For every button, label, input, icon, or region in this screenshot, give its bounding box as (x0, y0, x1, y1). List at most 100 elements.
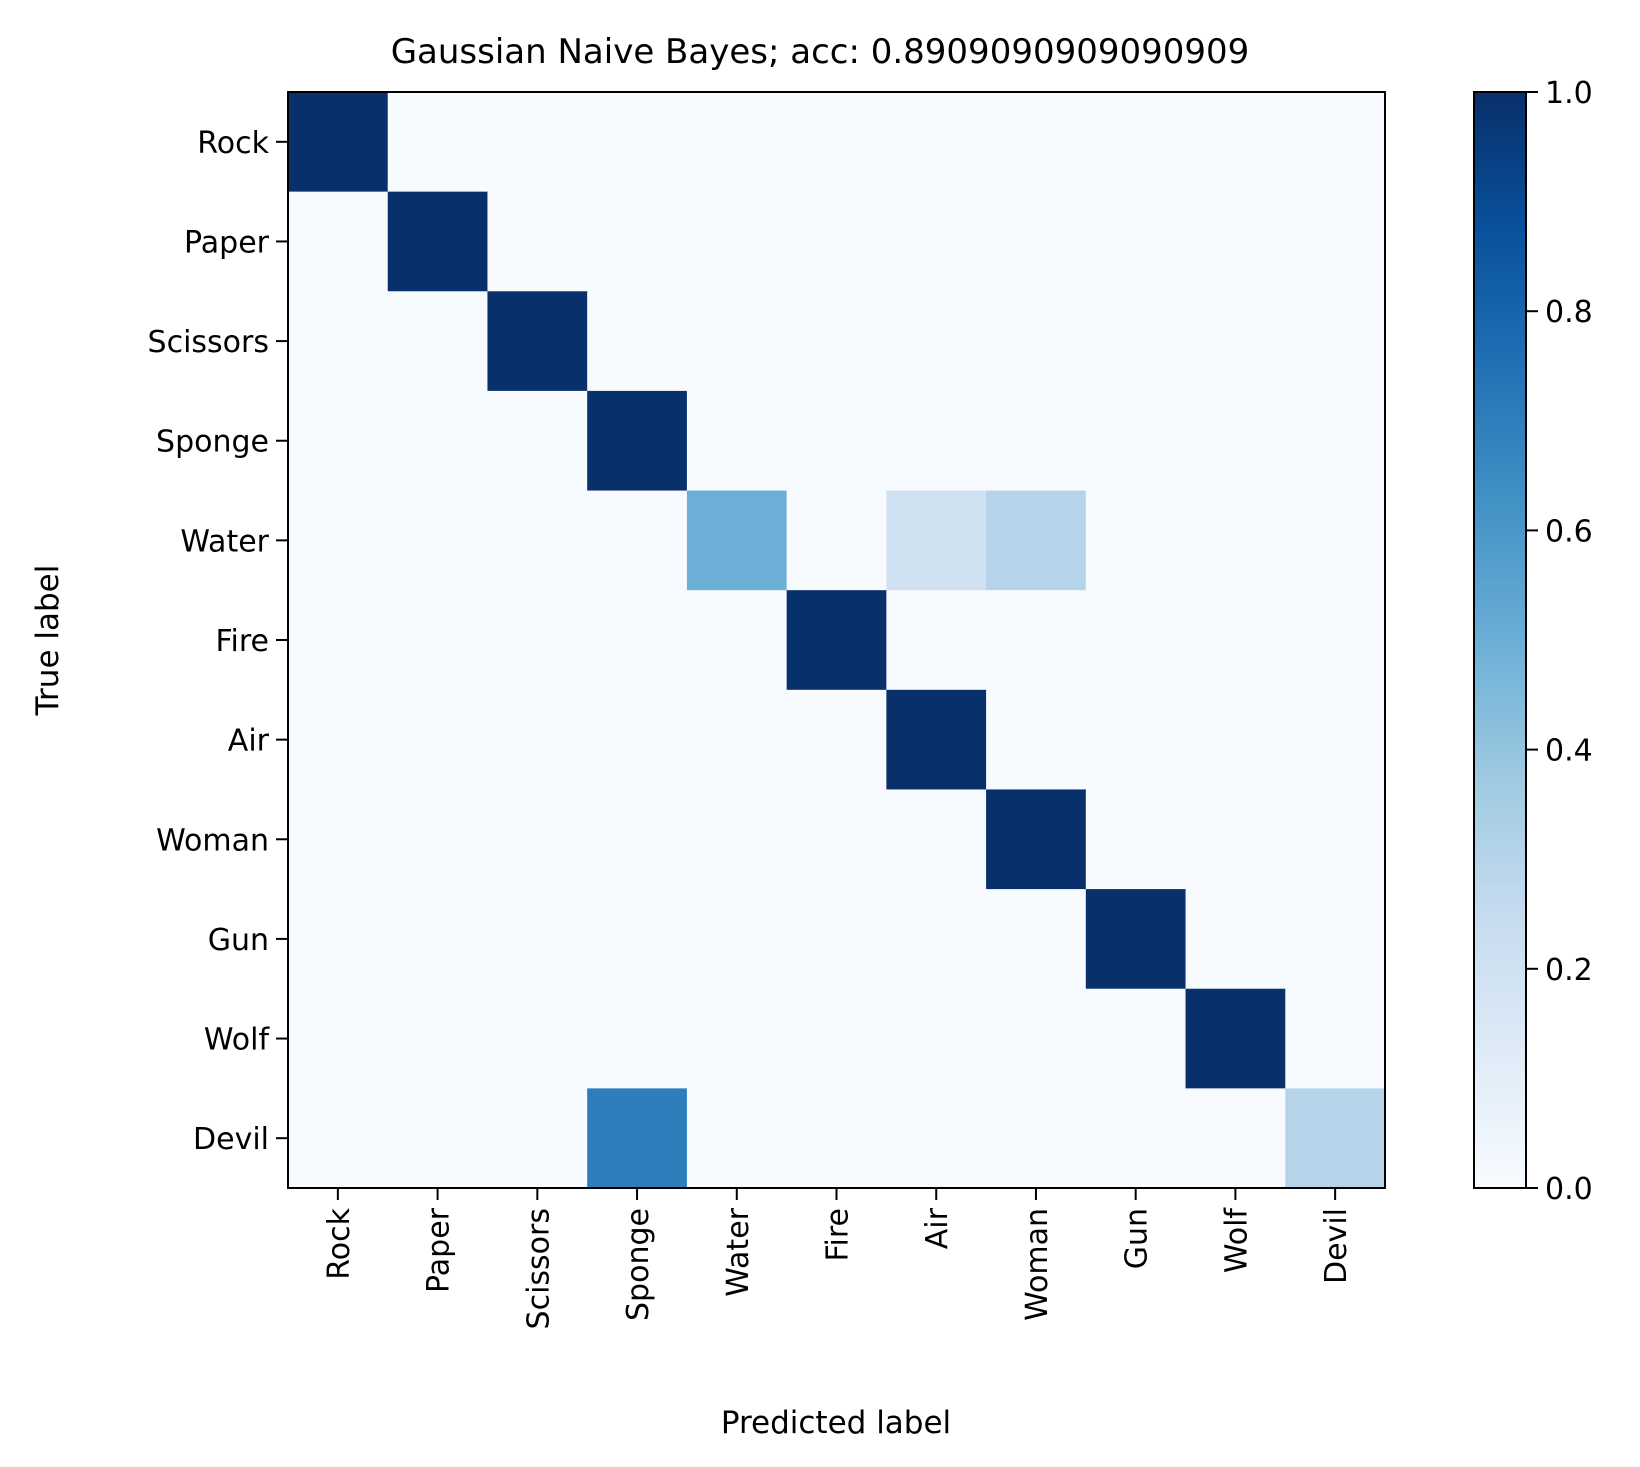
x-tick-label: Scissors (521, 1208, 556, 1329)
heatmap-cell (786, 789, 887, 890)
heatmap-cell (1085, 92, 1187, 193)
colorbar-tick-label: 0.0 (1545, 1172, 1593, 1207)
heatmap-cell (786, 92, 887, 193)
heatmap-cell (487, 191, 588, 292)
heatmap-cell (1185, 789, 1286, 890)
heatmap-cell (686, 1088, 788, 1189)
x-tick-label: Wolf (1219, 1207, 1254, 1274)
heatmap-cell (686, 988, 788, 1089)
chart-title: Gaussian Naive Bayes; acc: 0.89090909090… (391, 32, 1250, 72)
heatmap-cell (986, 988, 1087, 1089)
heatmap-cell (587, 490, 688, 591)
heatmap-cell (786, 490, 887, 591)
heatmap-cell (786, 689, 887, 791)
heatmap-cell (686, 689, 788, 791)
heatmap-cell (387, 291, 489, 392)
heatmap-cell (1085, 789, 1187, 890)
heatmap-cell (387, 789, 489, 890)
heatmap-cell (288, 92, 389, 193)
heatmap-cell (1185, 390, 1286, 492)
x-tick-label: Paper (422, 1207, 457, 1293)
heatmap-cell (1285, 689, 1386, 791)
x-tick-label: Devil (1319, 1208, 1354, 1284)
heatmap-cell (986, 191, 1087, 292)
heatmap-cell (786, 390, 887, 492)
heatmap-cell (387, 490, 489, 591)
heatmap-cell (1085, 490, 1187, 591)
colorbar-ticks: 0.0 0.2 0.4 0.6 0.8 1.0 (1526, 76, 1593, 1207)
heatmap-cell (387, 1088, 489, 1189)
y-tick-label: Rock (197, 126, 269, 161)
heatmap-cell (886, 191, 987, 292)
heatmap-cell (1285, 789, 1386, 890)
heatmap-cell (886, 1088, 987, 1189)
heatmap-cell (1185, 92, 1286, 193)
heatmap-cell (288, 390, 389, 492)
y-tick-label: Devil (193, 1122, 269, 1157)
y-tick-label: Wolf (204, 1023, 271, 1058)
colorbar-tick-label: 1.0 (1545, 76, 1593, 111)
x-tick-label: Sponge (621, 1208, 656, 1321)
heatmap-cell (1085, 889, 1187, 990)
y-tick-label: Scissors (148, 325, 269, 360)
heatmap-cell (487, 590, 588, 691)
heatmap-cell (1285, 390, 1386, 492)
x-axis-label: Predicted label (721, 1405, 951, 1441)
heatmap-cell (886, 988, 987, 1089)
heatmap-cell (786, 291, 887, 392)
x-axis-ticks: Rock Paper Scissors Sponge Water Fire Air Woman… (322, 1188, 1354, 1329)
heatmap-cell (886, 689, 987, 791)
y-tick-label: Paper (184, 225, 270, 260)
heatmap-cell (986, 590, 1087, 691)
y-tick-label: Sponge (156, 425, 269, 460)
heatmap-cell (288, 988, 389, 1089)
heatmap-cell (487, 689, 588, 791)
heatmap-cell (288, 889, 389, 990)
heatmap-cell (587, 789, 688, 890)
heatmap-cell (1085, 191, 1187, 292)
heatmap-cell (1285, 490, 1386, 591)
heatmap-cells (288, 92, 1386, 1189)
heatmap-cell (686, 390, 788, 492)
heatmap-cell (288, 590, 389, 691)
heatmap-cell (288, 689, 389, 791)
x-tick-label: Gun (1120, 1208, 1155, 1269)
y-tick-label: Gun (208, 923, 269, 958)
y-tick-label: Air (228, 724, 270, 759)
heatmap-cell (487, 1088, 588, 1189)
heatmap-cell (986, 1088, 1087, 1189)
heatmap-cell (288, 191, 389, 292)
heatmap-cell (1285, 988, 1386, 1089)
y-tick-label: Fire (215, 624, 269, 659)
colorbar: 0.0 0.2 0.4 0.6 0.8 1.0 (1473, 76, 1593, 1207)
y-tick-label: Woman (156, 823, 269, 858)
heatmap-cell (1085, 689, 1187, 791)
heatmap-cell (886, 490, 987, 591)
heatmap-cell (786, 590, 887, 691)
heatmap-cell (387, 390, 489, 492)
heatmap-cell (587, 988, 688, 1089)
heatmap-cell (1185, 1088, 1286, 1189)
heatmap-cell (686, 291, 788, 392)
heatmap-cell (1185, 291, 1286, 392)
heatmap-cell (487, 789, 588, 890)
y-tick-label: Water (180, 524, 269, 559)
heatmap-cell (786, 191, 887, 292)
x-tick-label: Air (920, 1207, 955, 1249)
heatmap-cell (1085, 590, 1187, 691)
heatmap-cell (1085, 1088, 1187, 1189)
heatmap-cell (288, 789, 389, 890)
heatmap-cell (587, 191, 688, 292)
heatmap-cell (587, 1088, 688, 1189)
heatmap-cell (986, 789, 1087, 890)
heatmap-cell (886, 291, 987, 392)
heatmap-cell (986, 689, 1087, 791)
colorbar-gradient (1473, 91, 1527, 1189)
heatmap-cell (1285, 1088, 1386, 1189)
heatmap-cell (886, 92, 987, 193)
heatmap-cell (786, 988, 887, 1089)
heatmap-cell (686, 92, 788, 193)
heatmap-cell (1185, 191, 1286, 292)
heatmap-cell (288, 490, 389, 591)
heatmap-cell (1085, 390, 1187, 492)
